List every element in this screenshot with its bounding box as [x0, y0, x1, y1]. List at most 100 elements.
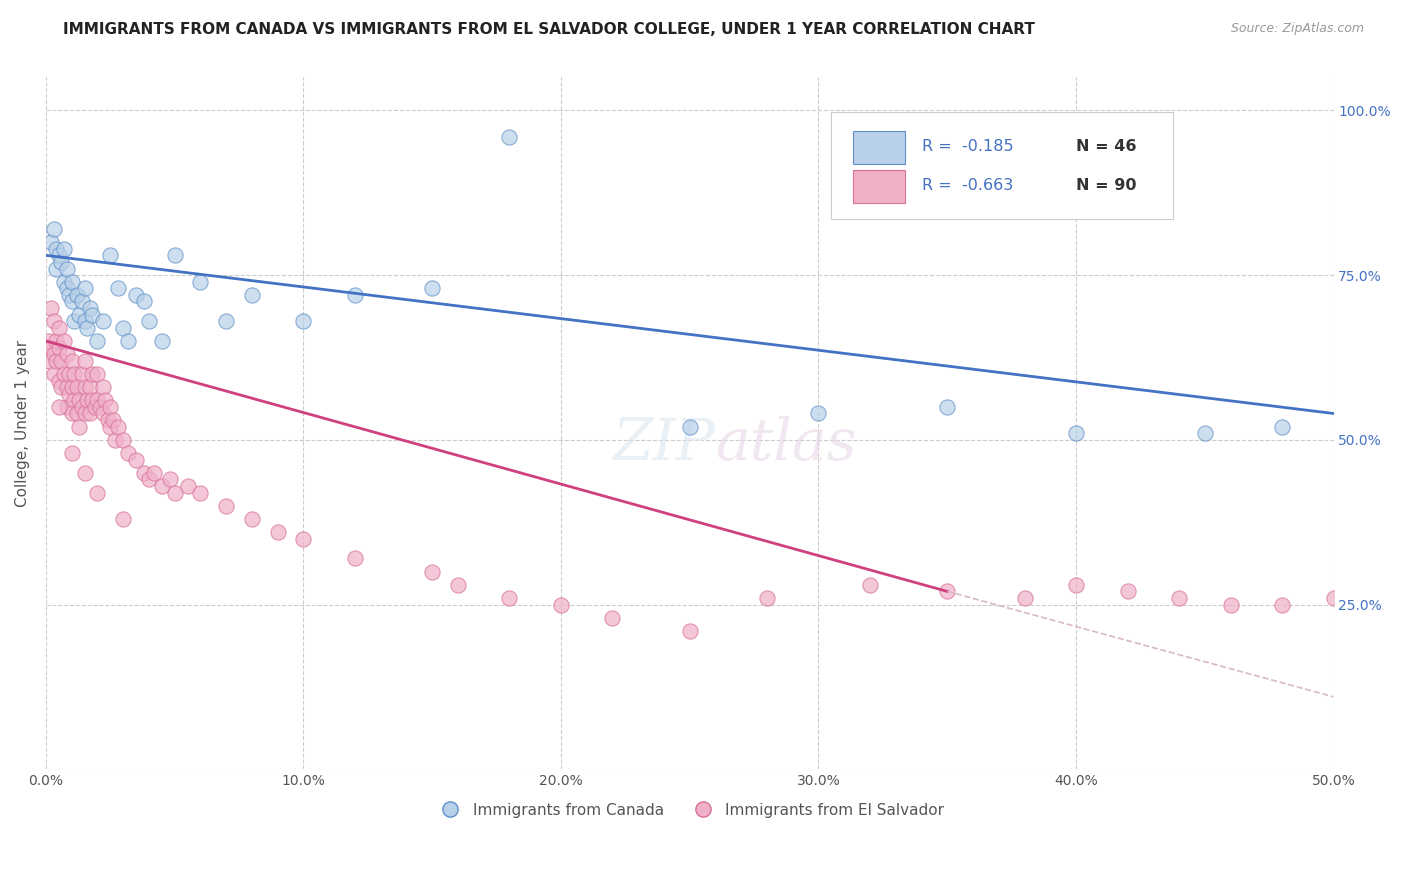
Point [132, 466, 155, 480]
Point [190, 485, 212, 500]
Point [1116, 584, 1139, 599]
Point [91, 380, 114, 394]
Point [60, 380, 83, 394]
Point [53, 275, 76, 289]
Point [51, 353, 73, 368]
Point [138, 314, 160, 328]
Point [70, 400, 93, 414]
Point [73, 380, 96, 394]
Point [112, 512, 135, 526]
Point [48, 321, 70, 335]
Point [679, 419, 702, 434]
Point [86, 334, 108, 348]
Point [112, 321, 135, 335]
Point [66, 380, 89, 394]
Point [73, 281, 96, 295]
Point [55, 347, 77, 361]
Point [38, 334, 60, 348]
Point [150, 479, 173, 493]
Point [79, 407, 101, 421]
Text: ZIP: ZIP [613, 416, 716, 473]
Point [69, 393, 91, 408]
Point [447, 578, 470, 592]
Point [679, 624, 702, 638]
Point [45, 334, 67, 348]
Point [58, 386, 80, 401]
Point [55, 400, 77, 414]
Text: N = 90: N = 90 [1076, 178, 1136, 193]
Point [343, 288, 366, 302]
Point [97, 413, 120, 427]
Point [101, 413, 124, 427]
Point [86, 485, 108, 500]
Text: R =  -0.185: R = -0.185 [921, 139, 1014, 154]
Point [55, 281, 77, 295]
Point [159, 472, 181, 486]
Point [58, 288, 80, 302]
FancyBboxPatch shape [831, 112, 1173, 219]
Point [53, 367, 76, 381]
Point [42, 347, 65, 361]
Point [420, 565, 443, 579]
Point [79, 380, 101, 394]
Point [45, 242, 67, 256]
Text: Source: ZipAtlas.com: Source: ZipAtlas.com [1230, 22, 1364, 36]
Point [498, 591, 520, 605]
Point [1322, 591, 1344, 605]
Point [83, 400, 105, 414]
Point [98, 419, 121, 434]
Point [138, 472, 160, 486]
Point [63, 393, 86, 408]
Point [42, 367, 65, 381]
Text: R =  -0.663: R = -0.663 [921, 178, 1012, 193]
Point [48, 341, 70, 355]
Point [48, 374, 70, 388]
Point [98, 248, 121, 262]
Point [60, 275, 83, 289]
Point [936, 584, 959, 599]
Point [60, 446, 83, 460]
Point [89, 400, 111, 414]
Point [1271, 419, 1294, 434]
Point [112, 433, 135, 447]
Text: IMMIGRANTS FROM CANADA VS IMMIGRANTS FROM EL SALVADOR COLLEGE, UNDER 1 YEAR CORR: IMMIGRANTS FROM CANADA VS IMMIGRANTS FRO… [63, 22, 1035, 37]
Point [55, 380, 77, 394]
Point [76, 393, 98, 408]
Point [240, 288, 263, 302]
Point [66, 407, 89, 421]
Point [215, 314, 238, 328]
Point [807, 407, 830, 421]
Point [60, 353, 83, 368]
Point [60, 294, 83, 309]
Point [91, 314, 114, 328]
Point [63, 367, 86, 381]
Text: N = 46: N = 46 [1076, 139, 1136, 154]
Point [859, 578, 882, 592]
Point [756, 591, 779, 605]
Point [343, 551, 366, 566]
Point [39, 341, 62, 355]
Point [60, 407, 83, 421]
Point [73, 314, 96, 328]
Point [73, 407, 96, 421]
Point [45, 353, 67, 368]
Y-axis label: College, Under 1 year: College, Under 1 year [15, 340, 30, 507]
Point [86, 393, 108, 408]
Point [1168, 591, 1191, 605]
Point [240, 512, 263, 526]
Point [936, 400, 959, 414]
Point [267, 525, 290, 540]
Point [82, 367, 104, 381]
Point [45, 261, 67, 276]
Point [1219, 598, 1241, 612]
Point [107, 281, 129, 295]
Point [42, 314, 65, 328]
Point [48, 400, 70, 414]
Point [292, 314, 315, 328]
Point [91, 407, 114, 421]
Point [176, 479, 198, 493]
Point [420, 281, 443, 295]
Point [58, 367, 80, 381]
Point [51, 380, 73, 394]
Point [125, 288, 148, 302]
